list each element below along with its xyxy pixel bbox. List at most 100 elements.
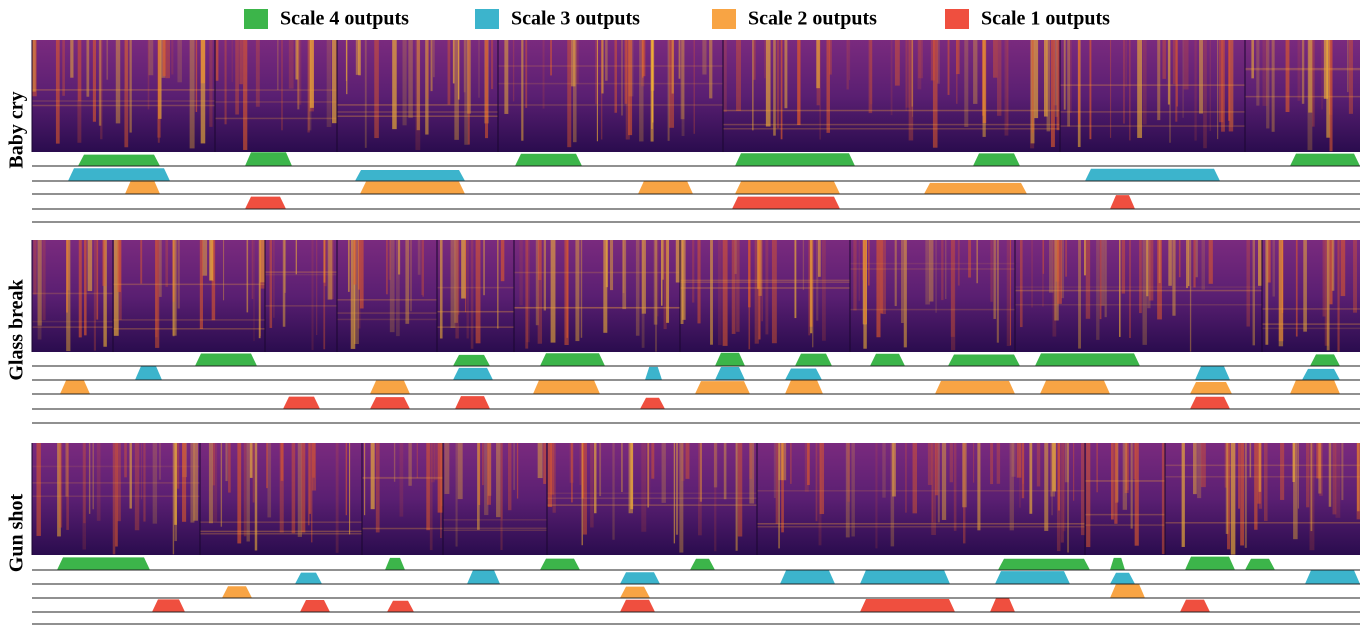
spectral-streak	[913, 443, 917, 513]
spectral-streak	[324, 240, 327, 286]
spectral-streak	[33, 240, 36, 294]
activation	[1110, 558, 1125, 570]
spectral-streak	[130, 443, 132, 509]
spectral-streak	[173, 240, 175, 336]
activation	[973, 153, 1020, 166]
spectral-streak	[1125, 40, 1126, 87]
spectral-streak	[1312, 40, 1315, 127]
activation	[1185, 557, 1235, 570]
spectral-streak	[1186, 240, 1188, 288]
spectral-streak	[736, 240, 739, 332]
harmonic	[757, 523, 1085, 525]
legend-label: Scale 2 outputs	[748, 8, 877, 30]
spectral-streak	[225, 443, 227, 481]
spectrogram	[498, 40, 723, 152]
spectral-streak	[96, 240, 98, 320]
figure: Scale 4 outputsScale 3 outputsScale 2 ou…	[0, 0, 1362, 626]
spectral-streak	[444, 443, 449, 494]
harmonic	[723, 110, 1060, 112]
harmonic	[443, 530, 547, 532]
spectral-streak	[260, 240, 265, 282]
harmonic	[1060, 84, 1245, 86]
spectral-streak	[630, 443, 633, 509]
spectral-streak	[228, 443, 231, 493]
spectral-streak	[641, 443, 646, 532]
spectral-streak	[1006, 40, 1008, 127]
spectral-streak	[113, 443, 116, 554]
spectral-streak	[892, 443, 896, 496]
spectral-streak	[1139, 240, 1142, 313]
spectral-streak	[165, 40, 170, 78]
spectral-streak	[573, 40, 577, 142]
activation	[995, 571, 1070, 584]
spectral-streak	[676, 443, 678, 535]
spectral-streak	[581, 240, 582, 338]
spectral-streak	[296, 240, 297, 274]
harmonic	[32, 105, 215, 107]
activation	[385, 558, 405, 570]
spectral-streak	[976, 240, 977, 283]
harmonic	[362, 477, 443, 479]
activation	[60, 380, 90, 394]
spectral-streak	[415, 40, 420, 150]
spectral-streak	[70, 40, 73, 78]
spectral-streak	[1245, 443, 1247, 548]
spectral-streak	[1272, 40, 1275, 132]
harmonic	[1165, 522, 1360, 524]
spectral-streak	[610, 240, 613, 290]
spectral-streak	[477, 443, 480, 530]
activation	[948, 355, 1020, 366]
spectral-streak	[605, 40, 608, 81]
harmonic	[1165, 476, 1360, 478]
spectral-streak	[973, 40, 977, 104]
harmonic	[265, 271, 337, 273]
activation	[638, 181, 693, 194]
spectral-streak	[918, 40, 922, 89]
spectral-streak	[1114, 443, 1117, 524]
spectral-streak	[408, 443, 411, 486]
spectral-streak	[538, 240, 542, 344]
spectral-streak	[1055, 40, 1058, 117]
spectral-streak	[597, 40, 598, 141]
spectral-streak	[570, 443, 574, 483]
spectral-streak	[904, 240, 907, 347]
spectral-streak	[1209, 240, 1213, 284]
spectral-streak	[124, 40, 128, 147]
spectral-streak	[575, 240, 579, 341]
spectral-streak	[458, 443, 463, 499]
spectral-streak	[203, 240, 208, 276]
spectral-streak	[141, 443, 142, 499]
spectral-streak	[491, 40, 493, 89]
spectral-streak	[820, 443, 824, 514]
spectral-streak	[951, 240, 955, 350]
spectral-streak	[1188, 240, 1190, 286]
spectral-streak	[289, 40, 294, 89]
activation	[620, 572, 660, 584]
spectral-streak	[465, 240, 466, 312]
activation	[645, 367, 662, 380]
activation	[1110, 573, 1135, 584]
spectral-streak	[544, 240, 546, 310]
spectral-streak	[935, 240, 937, 313]
spectral-streak	[1119, 240, 1121, 337]
harmonic	[1015, 286, 1262, 288]
harmonic	[850, 263, 1015, 265]
spectral-streak	[1333, 443, 1337, 514]
activation	[935, 381, 1015, 394]
spectral-streak	[1349, 40, 1353, 114]
activation	[1180, 600, 1210, 612]
harmonic	[32, 482, 200, 484]
activation	[1085, 169, 1220, 181]
spectral-streak	[810, 240, 812, 333]
spectral-streak	[38, 240, 42, 340]
activation	[860, 570, 950, 584]
harmonic	[362, 528, 443, 530]
spectral-streak	[1231, 443, 1236, 555]
activation	[195, 354, 257, 366]
spectral-streak	[1323, 240, 1326, 317]
harmonic	[443, 528, 547, 530]
spectral-streak	[1057, 443, 1061, 551]
harmonic	[547, 493, 757, 495]
activation	[1035, 353, 1140, 366]
spectral-streak	[431, 40, 433, 91]
